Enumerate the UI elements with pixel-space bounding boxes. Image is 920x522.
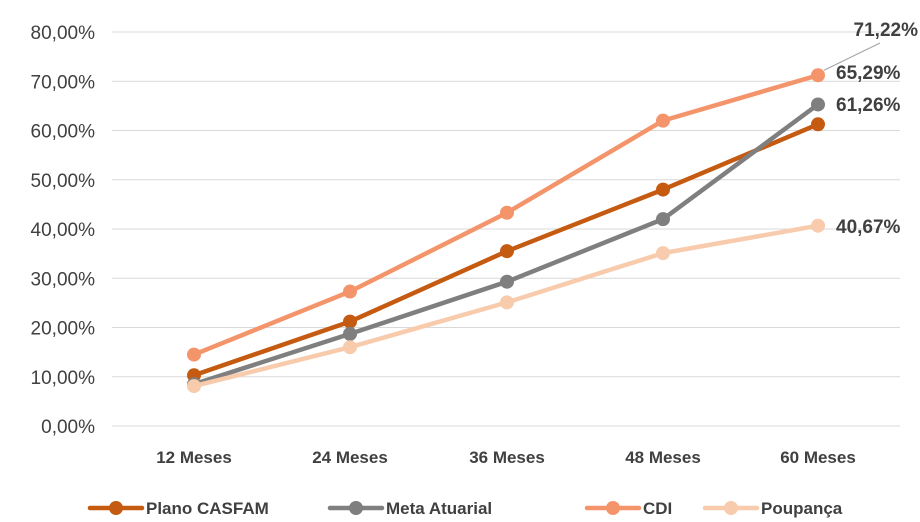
x-axis-tick-labels: 12 Meses 24 Meses 36 Meses 48 Meses 60 Meses	[156, 448, 856, 467]
data-label: 65,29%	[836, 63, 901, 84]
legend-label: CDI	[643, 499, 672, 518]
data-point-poupanca	[343, 340, 357, 355]
series-layer	[187, 68, 825, 394]
x-tick-label: 24 Meses	[312, 448, 388, 467]
y-tick-label: 20,00%	[31, 319, 96, 340]
data-point-cdi	[811, 68, 825, 83]
data-point-poupanca	[500, 295, 514, 310]
grid-layer	[112, 31, 900, 427]
x-tick-label: 60 Meses	[780, 448, 856, 467]
y-tick-label: 80,00%	[31, 23, 96, 44]
data-point-plano-casfam	[811, 117, 825, 132]
legend-label: Poupança	[761, 499, 843, 518]
data-point-meta-atuarial	[500, 274, 514, 289]
data-point-plano-casfam	[500, 244, 514, 259]
data-point-poupanca	[811, 218, 825, 233]
data-point-cdi	[500, 205, 514, 220]
legend-marker	[606, 501, 620, 515]
data-point-cdi	[187, 347, 201, 362]
x-tick-label: 12 Meses	[156, 448, 232, 467]
data-point-meta-atuarial	[656, 212, 670, 227]
data-point-cdi	[656, 113, 670, 128]
data-point-cdi	[343, 284, 357, 299]
y-tick-label: 60,00%	[31, 122, 96, 143]
legend-marker	[349, 501, 363, 515]
y-tick-label: 0,00%	[41, 417, 95, 438]
y-tick-label: 40,00%	[31, 220, 96, 241]
data-label-leader-line	[823, 42, 881, 71]
legend-label: Plano CASFAM	[146, 499, 269, 518]
data-point-meta-atuarial	[811, 97, 825, 112]
y-tick-label: 70,00%	[31, 72, 96, 93]
data-point-poupanca	[656, 246, 670, 261]
data-point-plano-casfam	[656, 182, 670, 197]
y-tick-label: 30,00%	[31, 269, 96, 290]
x-tick-label: 48 Meses	[625, 448, 701, 467]
legend-marker	[724, 501, 738, 515]
data-label: 71,22%	[854, 20, 919, 41]
y-tick-label: 50,00%	[31, 171, 96, 192]
legend-label: Meta Atuarial	[386, 499, 492, 518]
y-axis-tick-labels: 0,00% 10,00% 20,00% 30,00% 40,00% 50,00% 60,00…	[31, 23, 96, 438]
y-tick-label: 10,00%	[31, 368, 96, 389]
legend-marker	[109, 501, 123, 515]
data-label: 61,26%	[836, 95, 901, 116]
legend: Plano CASFAM Meta Atuarial CDI Poupança	[87, 499, 843, 518]
data-point-meta-atuarial	[343, 326, 357, 341]
data-label: 40,67%	[836, 217, 901, 238]
data-label-layer: 71,22% 65,29% 61,26% 40,67%	[823, 20, 919, 238]
x-tick-label: 36 Meses	[469, 448, 545, 467]
data-point-poupanca	[187, 379, 201, 394]
data-point-plano-casfam	[343, 314, 357, 329]
